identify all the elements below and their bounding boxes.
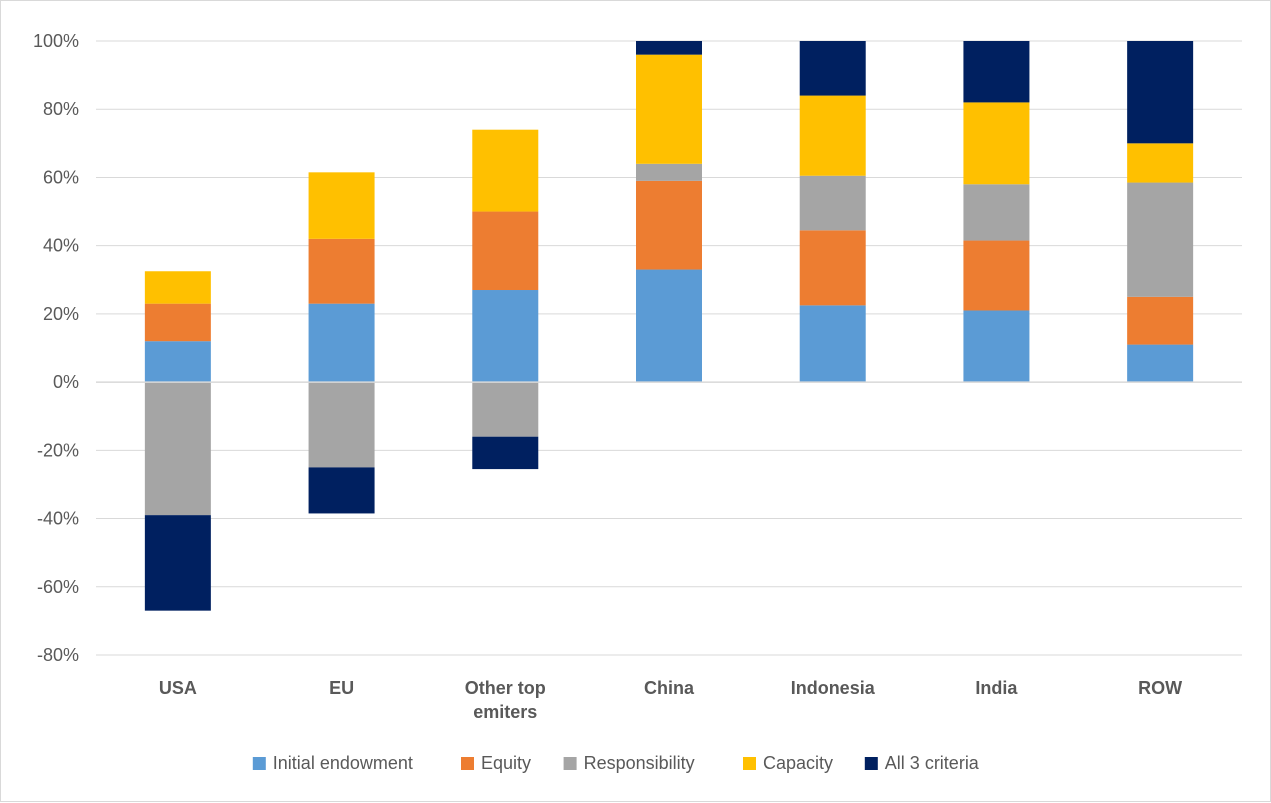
y-tick-label: 60% — [43, 167, 79, 187]
bar-segment — [308, 172, 375, 239]
y-tick-label: 80% — [43, 99, 79, 119]
x-category-label: USA — [159, 678, 197, 698]
bar-segment — [1127, 296, 1194, 345]
x-category-label: Indonesia — [791, 678, 876, 698]
legend-swatch — [252, 757, 266, 770]
bar-segment — [1127, 41, 1194, 144]
x-category-label-line: China — [644, 678, 695, 698]
bar-segment — [308, 238, 375, 304]
bar-segment — [472, 290, 539, 383]
bar-segment — [308, 382, 375, 468]
legend-swatch — [864, 757, 878, 770]
x-category-label-line: Other top — [465, 678, 546, 698]
bar-segment — [472, 436, 539, 470]
bar-segment — [636, 54, 702, 164]
y-tick-label: 100% — [33, 31, 79, 51]
x-axis-categories: USA EU Other top emiters China Indonesia India… — [159, 678, 1182, 722]
bar-segment — [472, 129, 539, 212]
x-category-label: EU — [329, 678, 354, 698]
y-axis-ticks: 100% 80% 60% 40% 20% 0% -20% -40% -60% -80% — [33, 31, 79, 665]
bar-segment — [636, 180, 702, 270]
legend-swatch — [743, 757, 756, 770]
y-tick-label: -20% — [37, 440, 79, 460]
bar-segment — [963, 310, 1030, 383]
legend: Initial endowment Equity Responsibility Cap… — [252, 753, 980, 773]
x-category-label: Other top emiters — [465, 678, 546, 722]
y-tick-label: -60% — [37, 577, 79, 597]
bar-segment — [472, 382, 539, 437]
bar-segment — [144, 382, 211, 516]
x-category-label: ROW — [1138, 678, 1182, 698]
bar-segment — [308, 467, 375, 514]
bar-segment — [799, 305, 866, 383]
y-tick-label: 40% — [43, 236, 79, 256]
bar-segment — [308, 303, 375, 383]
bar-segment — [1127, 344, 1194, 383]
bar-segment — [1127, 143, 1194, 183]
bar-segment — [799, 175, 866, 231]
bar-segment — [799, 230, 866, 306]
bar-segment — [963, 41, 1030, 103]
x-category-label-line: emiters — [473, 702, 537, 722]
legend-swatch — [563, 757, 577, 770]
bar-segment — [1127, 182, 1194, 297]
bar-segment — [963, 102, 1030, 185]
bar-segment — [636, 41, 702, 55]
y-tick-label: -80% — [37, 645, 79, 665]
legend-label: Initial endowment — [273, 753, 413, 773]
y-tick-label: -40% — [37, 509, 79, 529]
legend-label: Equity — [481, 753, 531, 773]
legend-label: Responsibility — [584, 753, 695, 773]
y-tick-label: 20% — [43, 304, 79, 324]
bar-segment — [636, 163, 702, 181]
bar-segment — [799, 41, 866, 96]
bar-segment — [472, 211, 539, 291]
legend-label: Capacity — [763, 753, 833, 773]
bars — [144, 41, 1194, 611]
x-category-label: India — [975, 678, 1018, 698]
bar-segment — [144, 341, 211, 383]
bar-segment — [144, 515, 211, 611]
legend-swatch — [461, 757, 474, 770]
bar-segment — [963, 184, 1030, 241]
x-category-label-line: India — [975, 678, 1018, 698]
x-category-label-line: USA — [159, 678, 197, 698]
legend-label: All 3 criteria — [885, 753, 980, 773]
x-category-label-line: EU — [329, 678, 354, 698]
x-category-label: China — [644, 678, 695, 698]
bar-segment — [636, 269, 702, 383]
bar-segment — [963, 240, 1030, 311]
x-category-label-line: Indonesia — [791, 678, 876, 698]
y-tick-label: 0% — [53, 372, 79, 392]
bar-segment — [144, 303, 211, 342]
x-category-label-line: ROW — [1138, 678, 1182, 698]
bar-segment — [144, 271, 211, 304]
bar-segment — [799, 95, 866, 176]
